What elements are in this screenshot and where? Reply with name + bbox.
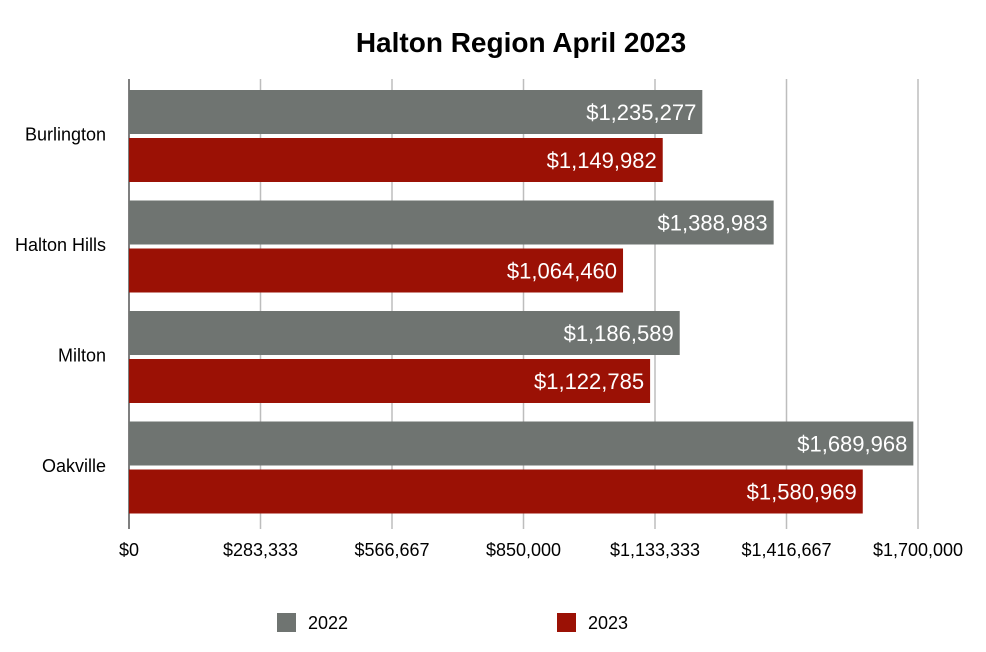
- category-label: Oakville: [42, 456, 106, 476]
- bars-layer: $1,235,277 $1,149,982 $1,388,983 $1,064,460…: [129, 90, 914, 514]
- chart-title: Halton Region April 2023: [356, 27, 686, 58]
- bar-2023-burlington: [129, 138, 663, 182]
- bar-2022-oakville: [129, 421, 914, 466]
- bar-value-label: $1,580,969: [747, 480, 857, 505]
- legend-label: 2023: [588, 613, 628, 633]
- bar-value-label: $1,122,785: [534, 369, 644, 394]
- x-tick-label: $1,133,333: [610, 540, 700, 560]
- bar-2022-burlington: [129, 90, 703, 134]
- legend-swatch: [277, 613, 296, 632]
- legend-label: 2022: [308, 613, 348, 633]
- category-label: Halton Hills: [15, 235, 106, 255]
- category-label: Milton: [58, 345, 106, 365]
- category-labels: Burlington Halton Hills Milton Oakville: [15, 124, 106, 476]
- x-tick-label: $1,416,667: [741, 540, 831, 560]
- bar-value-label: $1,149,982: [547, 148, 657, 173]
- bar-2023-oakville: [129, 469, 863, 514]
- bar-value-label: $1,689,968: [797, 432, 907, 457]
- x-tick-label: $283,333: [223, 540, 298, 560]
- bar-value-label: $1,064,460: [507, 259, 617, 284]
- bar-2023-halton-hills: [129, 248, 624, 293]
- legend-swatch: [557, 613, 576, 632]
- x-tick-label: $850,000: [486, 540, 561, 560]
- x-tick-label: $566,667: [354, 540, 429, 560]
- bar-2023-milton: [129, 359, 651, 403]
- x-tick-label: $0: [119, 540, 139, 560]
- bar-2022-halton-hills: [129, 200, 774, 245]
- x-tick-label: $1,700,000: [873, 540, 963, 560]
- bar-value-label: $1,388,983: [658, 211, 768, 236]
- bar-2022-milton: [129, 311, 680, 355]
- category-label: Burlington: [25, 124, 106, 144]
- bar-value-label: $1,235,277: [586, 100, 696, 125]
- bar-value-label: $1,186,589: [564, 321, 674, 346]
- legend: 2022 2023: [277, 613, 628, 633]
- x-tick-labels: $0 $283,333 $566,667 $850,000 $1,133,333 $1,4…: [119, 540, 963, 560]
